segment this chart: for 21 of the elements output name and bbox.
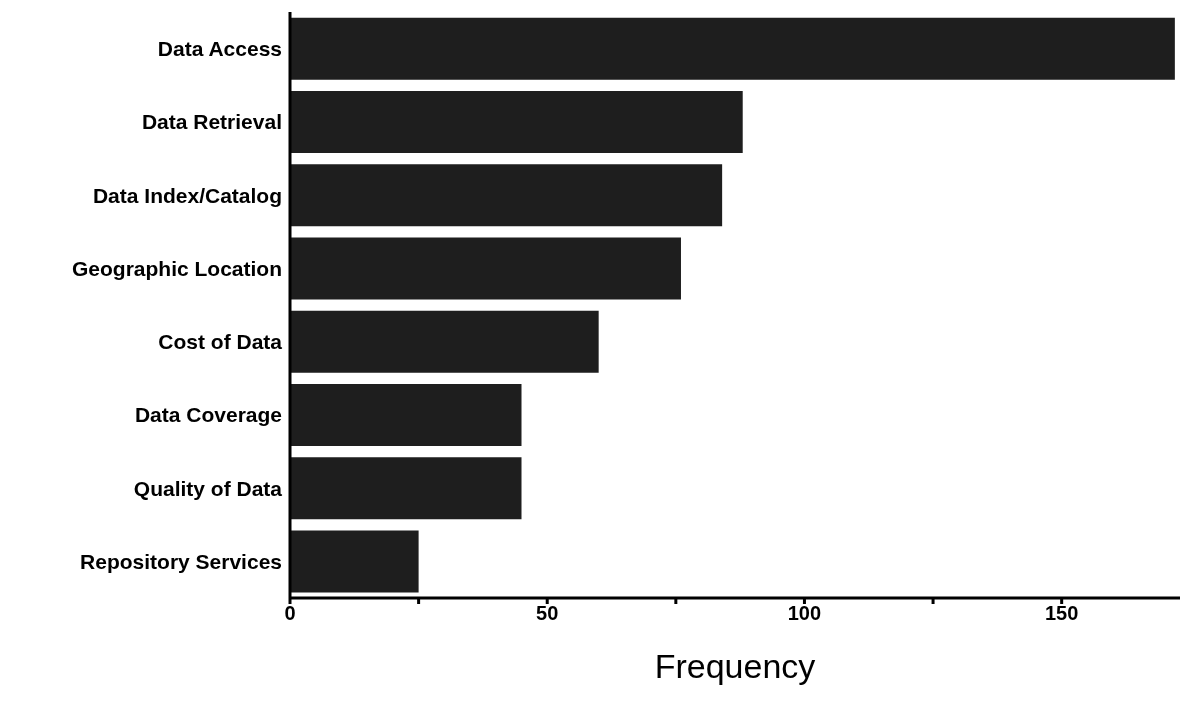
- y-tick-label: Quality of Data: [133, 476, 283, 500]
- bar: [290, 384, 522, 447]
- y-tick-label: Data Index/Catalog: [92, 183, 282, 207]
- bar: [290, 91, 743, 154]
- x-tick-label: 0: [284, 602, 296, 625]
- bar: [290, 310, 599, 373]
- bar: [290, 164, 723, 227]
- x-tick-label: 100: [787, 602, 822, 625]
- y-tick-label: Data Access: [157, 37, 282, 61]
- x-tick-label: 50: [536, 602, 559, 625]
- x-axis-title: Frequency: [654, 647, 816, 685]
- bar: [290, 17, 1175, 80]
- y-tick-label: Data Retrieval: [141, 110, 282, 134]
- bar: [290, 457, 522, 520]
- y-tick-label: Geographic Location: [71, 256, 282, 280]
- y-tick-label: Repository Services: [80, 549, 282, 573]
- y-tick-label: Data Coverage: [134, 403, 282, 427]
- y-tick-label: Cost of Data: [158, 330, 283, 354]
- x-tick-label: 150: [1044, 602, 1079, 625]
- bar: [290, 530, 419, 593]
- bar: [290, 237, 681, 300]
